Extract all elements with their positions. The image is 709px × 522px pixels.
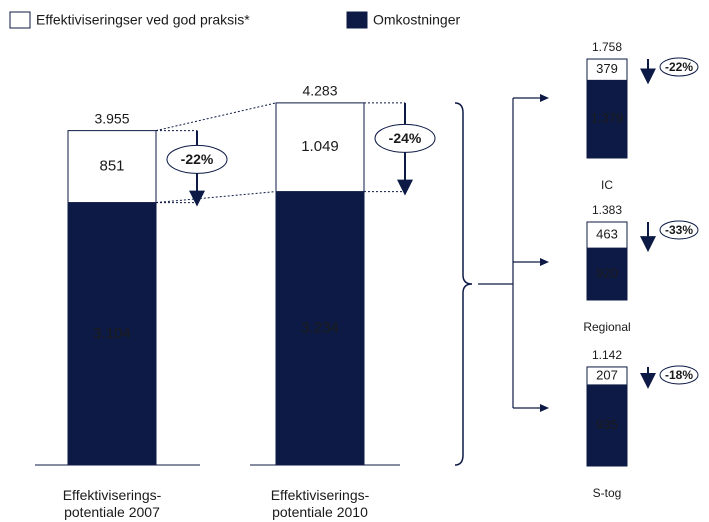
category-label: Effektiviserings-potentiale 2010 (270, 487, 370, 520)
total-label: 1.383 (592, 203, 622, 217)
bar-segment (67, 130, 157, 204)
data-label: 3.104 (93, 325, 131, 342)
brace (454, 102, 473, 466)
reduction-label: -18% (665, 368, 693, 382)
data-label: 379 (596, 61, 618, 76)
data-label: 1.379 (591, 111, 624, 126)
data-label: 851 (99, 158, 124, 175)
reduction-oval (374, 123, 436, 153)
total-label: 3.955 (94, 110, 129, 126)
guide-line (155, 102, 277, 204)
legend-label: Effektiviseringser ved god praksis* (36, 12, 250, 28)
bar-segment (586, 58, 628, 81)
reduction-oval (166, 144, 228, 174)
data-label: 463 (596, 226, 618, 241)
category-label: IC (601, 178, 613, 192)
bar-segment (586, 366, 628, 386)
data-label: 920 (596, 265, 618, 280)
total-label: 1.758 (592, 40, 622, 54)
reduction-oval (659, 365, 699, 385)
reduction-label: -24% (389, 130, 422, 146)
bar-segment (586, 384, 628, 467)
legend-label: Omkostninger (373, 12, 460, 28)
bar-segment (586, 79, 628, 159)
reduction-label: -22% (665, 60, 693, 74)
reduction-label: -22% (181, 151, 214, 167)
bar-segment (586, 221, 628, 249)
legend-swatch (346, 11, 368, 29)
reduction-label: -33% (665, 223, 693, 237)
data-label: 1.049 (301, 138, 339, 155)
guide-line (364, 102, 405, 193)
category-label: S-tog (592, 486, 622, 500)
bar-segment (275, 191, 365, 466)
bar-segment (586, 247, 628, 301)
data-label: 3.234 (301, 319, 339, 336)
data-label: 935 (596, 417, 618, 432)
connector-arrow (540, 94, 549, 412)
category-label: Effektiviserings-potentiale 2007 (62, 487, 162, 520)
reduction-oval (659, 220, 699, 240)
guide-line (156, 130, 197, 204)
bar-segment (275, 102, 365, 193)
legend-swatch (9, 11, 31, 29)
bar-segment (67, 202, 157, 466)
connector (478, 97, 546, 409)
data-label: 207 (596, 367, 618, 382)
category-label: Regional (583, 320, 631, 334)
total-label: 4.283 (302, 83, 337, 99)
reduction-oval (659, 57, 699, 77)
total-label: 1.142 (592, 348, 622, 362)
